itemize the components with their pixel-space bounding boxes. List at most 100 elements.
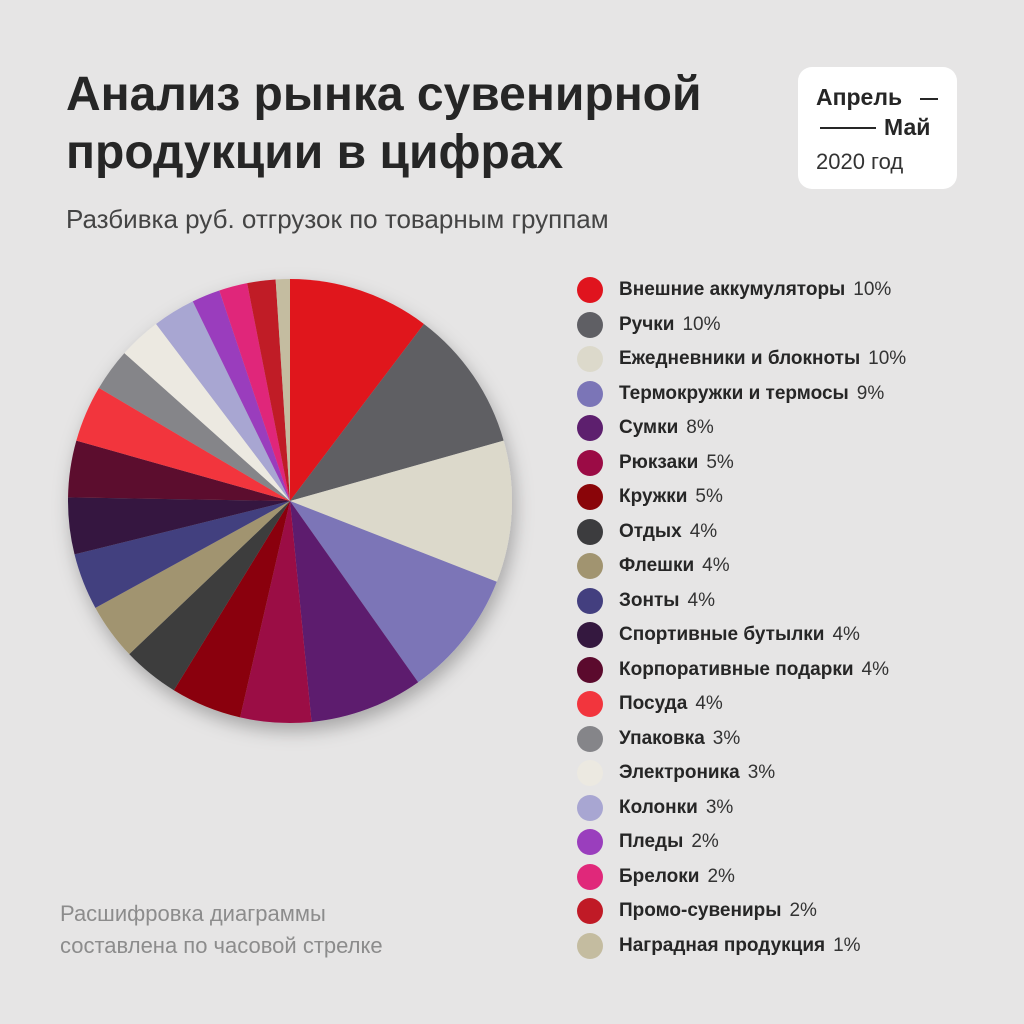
legend-item: Термокружки и термосы 9%	[577, 377, 906, 412]
legend-swatch	[577, 829, 603, 856]
legend-swatch	[577, 691, 603, 718]
legend-item: Наградная продукция 1%	[577, 929, 906, 964]
chart-footnote: Расшифровка диаграммы составлена по часо…	[60, 898, 383, 962]
legend-swatch	[577, 449, 603, 476]
date-dash-top	[920, 98, 938, 100]
legend-label: Наградная продукция	[619, 934, 826, 956]
legend-label: Электроника	[619, 762, 740, 784]
legend-percent: 3%	[705, 796, 734, 818]
legend-percent: 4%	[687, 589, 715, 611]
chart-legend: Внешние аккумуляторы 10% Ручки 10% Ежедневни…	[577, 273, 906, 963]
legend-label: Отдых	[619, 520, 682, 542]
legend-swatch	[577, 898, 603, 925]
legend-swatch	[577, 794, 603, 821]
legend-percent: 1%	[833, 934, 861, 956]
legend-swatch	[577, 484, 603, 511]
legend-item: Спортивные бутылки 4%	[577, 618, 906, 653]
pie-slice	[240, 501, 312, 723]
legend-label: Упаковка	[619, 727, 705, 749]
legend-label: Корпоративные подарки	[619, 658, 854, 680]
pie-slice	[290, 501, 419, 722]
legend-percent: 4%	[702, 555, 730, 577]
legend-swatch	[577, 760, 603, 787]
pie-slice	[68, 497, 290, 555]
legend-label: Сумки	[619, 417, 679, 439]
legend-percent: 4%	[832, 624, 860, 646]
title-line-1: Анализ рынка сувенирной	[66, 68, 702, 121]
pie-slice	[74, 501, 290, 608]
legend-swatch	[577, 932, 603, 959]
footnote-line-2: составлена по часовой стрелке	[60, 933, 383, 958]
legend-percent: 5%	[706, 451, 734, 473]
legend-item: Пледы 2%	[577, 825, 906, 860]
pie-slice	[290, 279, 424, 501]
legend-label: Кружки	[619, 486, 688, 508]
legend-item: Упаковка 3%	[577, 722, 906, 757]
pie-slice	[247, 279, 290, 501]
legend-percent: 4%	[689, 520, 718, 542]
legend-swatch	[577, 277, 603, 304]
pie-slice	[124, 323, 290, 501]
legend-item: Брелоки 2%	[577, 860, 906, 895]
legend-swatch	[577, 415, 603, 442]
legend-item: Сумки 8%	[577, 411, 906, 446]
legend-label: Спортивные бутылки	[619, 624, 825, 646]
legend-label: Флешки	[619, 555, 695, 577]
legend-percent: 2%	[691, 831, 719, 853]
legend-percent: 10%	[868, 348, 907, 370]
legend-item: Зонты 4%	[577, 584, 906, 619]
legend-percent: 3%	[712, 727, 741, 749]
legend-percent: 4%	[861, 658, 889, 680]
legend-label: Пледы	[619, 831, 684, 853]
legend-label: Ручки	[619, 313, 675, 335]
pie-slice	[98, 353, 290, 501]
pie-slice	[219, 283, 290, 501]
title-line-2: продукции в цифрах	[66, 126, 564, 179]
legend-item: Внешние аккумуляторы 10%	[577, 273, 906, 308]
date-year: 2020 год	[816, 149, 904, 174]
legend-item: Флешки 4%	[577, 549, 906, 584]
pie-slice	[290, 440, 513, 582]
legend-item: Посуда 4%	[577, 687, 906, 722]
pie-chart	[68, 279, 513, 723]
date-dash-bottom	[820, 127, 876, 129]
legend-item: Рюкзаки 5%	[577, 446, 906, 481]
pie-slice	[290, 501, 497, 683]
legend-percent: 2%	[789, 900, 817, 922]
date-month-end: Май	[884, 114, 931, 140]
date-month-start: Апрель	[816, 84, 903, 110]
legend-label: Зонты	[619, 589, 680, 611]
legend-percent: 3%	[747, 762, 776, 784]
page-title: Анализ рынка сувенирной продукции в цифр…	[66, 66, 786, 182]
legend-label: Ежедневники и блокноты	[619, 348, 861, 370]
legend-item: Кружки 5%	[577, 480, 906, 515]
legend-swatch	[577, 656, 603, 683]
legend-percent: 4%	[695, 693, 723, 715]
legend-swatch	[577, 863, 603, 890]
footnote-line-1: Расшифровка диаграммы	[60, 901, 326, 926]
legend-swatch	[577, 311, 603, 338]
pie-slice	[192, 290, 290, 501]
pie-slice	[275, 279, 290, 501]
legend-item: Ручки 10%	[577, 308, 906, 343]
legend-swatch	[577, 622, 603, 649]
legend-label: Рюкзаки	[619, 451, 699, 473]
legend-swatch	[577, 587, 603, 614]
date-card: Апрель Май 2020 год	[798, 67, 957, 189]
pie-slice	[76, 387, 290, 501]
legend-label: Внешние аккумуляторы	[619, 279, 846, 301]
pie-slice	[129, 501, 290, 691]
legend-item: Колонки 3%	[577, 791, 906, 826]
legend-swatch	[577, 553, 603, 580]
legend-item: Ежедневники и блокноты 10%	[577, 342, 906, 377]
legend-label: Промо-сувениры	[619, 900, 782, 922]
legend-percent: 2%	[707, 865, 735, 887]
legend-swatch	[577, 380, 603, 407]
legend-label: Брелоки	[619, 865, 700, 887]
legend-item: Электроника 3%	[577, 756, 906, 791]
legend-swatch	[577, 725, 603, 752]
legend-percent: 8%	[686, 417, 714, 439]
pie-slice	[173, 501, 290, 718]
legend-percent: 9%	[856, 382, 885, 404]
legend-item: Отдых 4%	[577, 515, 906, 550]
